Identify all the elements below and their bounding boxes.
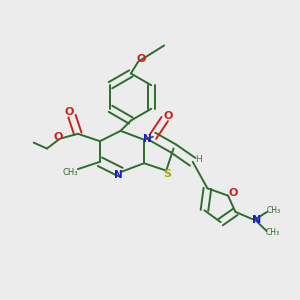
- Text: CH₃: CH₃: [266, 228, 280, 237]
- Text: CH₃: CH₃: [267, 206, 281, 215]
- Text: O: O: [53, 132, 62, 142]
- Text: O: O: [136, 54, 146, 64]
- Text: CH₃: CH₃: [63, 168, 78, 177]
- Text: N: N: [252, 215, 262, 225]
- Text: S: S: [164, 169, 172, 179]
- Text: O: O: [164, 110, 173, 121]
- Text: N: N: [114, 170, 123, 180]
- Text: H: H: [195, 155, 202, 164]
- Text: O: O: [229, 188, 238, 198]
- Text: O: O: [65, 107, 74, 117]
- Text: N: N: [143, 134, 152, 144]
